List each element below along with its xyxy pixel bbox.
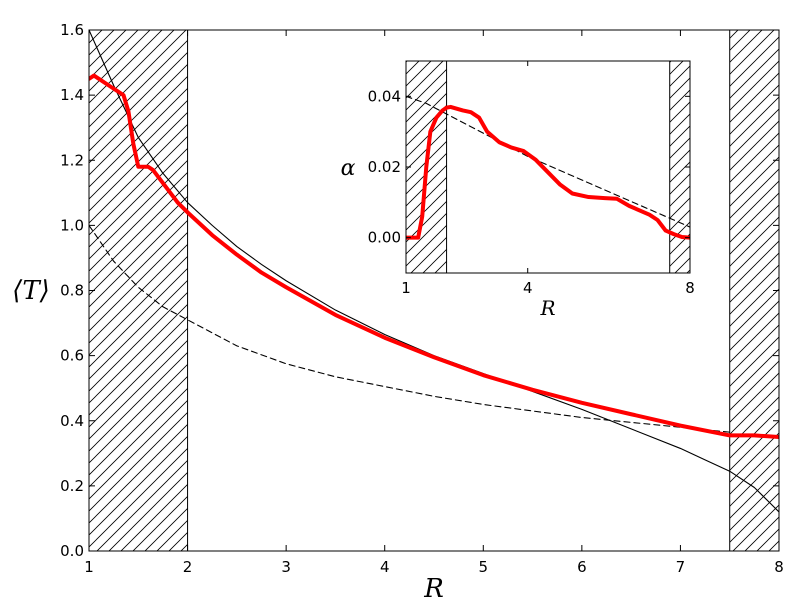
main-y-tick-label: 1.0 <box>60 216 84 234</box>
main-y-tick-label: 0.4 <box>60 412 84 430</box>
inset-plot-background <box>406 61 690 273</box>
main-series <box>89 30 779 513</box>
main-y-tick-label: 0.6 <box>60 347 84 365</box>
main-y-axis-label: ⟨T⟩ <box>12 276 50 306</box>
inset-series-thick-solid-red <box>406 104 690 240</box>
main-x-tick-label: 5 <box>479 558 489 576</box>
main-y-tick-label: 0.0 <box>60 542 84 560</box>
main-hatched-region-1 <box>88 29 189 552</box>
inset-series-thin-dashed-black <box>406 95 690 228</box>
main-y-tick-label: 1.4 <box>60 86 84 104</box>
main-y-tick-label: 1.2 <box>60 151 84 169</box>
main-x-tick-label: 4 <box>380 558 390 576</box>
main-x-axis-label: R <box>423 574 444 604</box>
main-y-tick-label: 0.2 <box>60 477 84 495</box>
inset-plot: 1 4 8 0.00 0.02 0.04 R α <box>341 60 695 320</box>
main-x-tick-label: 2 <box>183 558 193 576</box>
main-y-tick-label: 1.6 <box>60 21 84 39</box>
inset-x-tick-label: 1 <box>401 279 411 297</box>
inset-y-tick-label: 0.04 <box>368 87 401 105</box>
main-series-thin-dashed-black <box>89 224 731 433</box>
inset-series <box>406 95 690 240</box>
main-x-tick-label: 8 <box>774 558 784 576</box>
inset-y-axis-label: α <box>341 156 356 181</box>
main-x-tick-label: 1 <box>84 558 94 576</box>
inset-y-tick-label: 0.00 <box>368 229 401 247</box>
inset-x-tick-label: 8 <box>685 279 695 297</box>
main-series-thin-solid-black <box>89 30 779 513</box>
inset-x-axis-label: R <box>539 296 555 320</box>
main-x-tick-label: 6 <box>577 558 587 576</box>
main-y-tick-label: 0.8 <box>60 282 84 300</box>
inset-x-tick-label: 4 <box>523 279 533 297</box>
main-series-thick-solid-red <box>89 73 779 440</box>
main-hatched-region-2 <box>729 29 780 552</box>
main-ticks: 1 2 3 4 5 6 7 8 0.0 0.2 0.4 0.6 0.8 1.0 1.2 1.4 1.6 <box>60 21 784 576</box>
main-x-tick-label: 3 <box>281 558 291 576</box>
main-x-tick-label: 7 <box>676 558 686 576</box>
inset-y-tick-label: 0.02 <box>368 158 401 176</box>
inset-ticks: 1 4 8 0.00 0.02 0.04 <box>368 61 695 297</box>
